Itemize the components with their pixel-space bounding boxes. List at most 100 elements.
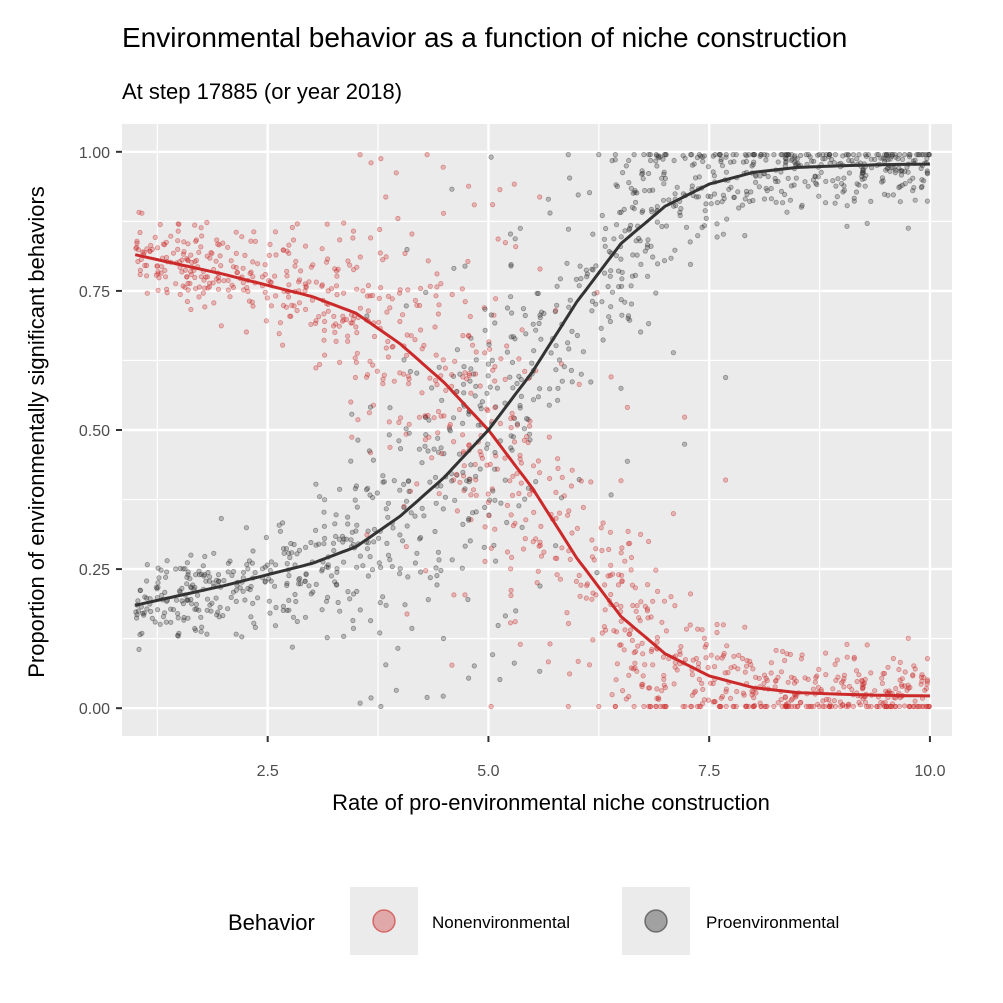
- point-proenvironmental: [204, 631, 210, 637]
- legend-key-nonenvironmental-bg: [350, 887, 418, 955]
- point-nonenvironmental: [484, 406, 490, 412]
- point-nonenvironmental: [241, 287, 247, 293]
- point-proenvironmental: [438, 483, 444, 489]
- point-proenvironmental: [405, 478, 411, 484]
- point-proenvironmental: [868, 198, 874, 204]
- point-nonenvironmental: [718, 695, 724, 701]
- point-proenvironmental: [325, 562, 331, 568]
- point-nonenvironmental: [333, 283, 340, 289]
- point-proenvironmental: [302, 578, 308, 584]
- point-nonenvironmental: [607, 572, 613, 579]
- point-nonenvironmental: [248, 269, 254, 275]
- point-proenvironmental: [765, 173, 771, 180]
- point-proenvironmental: [593, 263, 599, 269]
- point-proenvironmental: [826, 154, 832, 160]
- point-proenvironmental: [621, 206, 627, 212]
- point-proenvironmental: [247, 586, 253, 593]
- point-proenvironmental: [482, 306, 488, 312]
- point-proenvironmental: [395, 645, 401, 651]
- point-proenvironmental: [827, 152, 833, 158]
- point-nonenvironmental: [752, 674, 759, 680]
- point-nonenvironmental: [518, 480, 524, 486]
- point-nonenvironmental: [613, 677, 619, 683]
- point-proenvironmental: [486, 497, 493, 503]
- point-nonenvironmental: [460, 473, 467, 479]
- point-proenvironmental: [534, 290, 540, 296]
- point-proenvironmental: [240, 588, 246, 594]
- point-proenvironmental: [457, 371, 463, 377]
- point-proenvironmental: [262, 578, 268, 584]
- point-nonenvironmental: [185, 287, 191, 293]
- point-nonenvironmental: [583, 595, 589, 601]
- point-proenvironmental: [520, 305, 527, 312]
- point-nonenvironmental: [352, 355, 358, 361]
- point-nonenvironmental: [859, 677, 865, 683]
- point-proenvironmental: [689, 162, 696, 168]
- point-proenvironmental: [880, 155, 886, 161]
- point-proenvironmental: [193, 627, 199, 633]
- point-nonenvironmental: [262, 262, 268, 268]
- point-proenvironmental: [280, 607, 286, 614]
- point-proenvironmental: [640, 176, 646, 182]
- point-nonenvironmental: [202, 285, 208, 291]
- point-nonenvironmental: [482, 350, 488, 356]
- point-proenvironmental: [899, 168, 905, 174]
- point-proenvironmental: [893, 167, 899, 173]
- point-nonenvironmental: [454, 389, 460, 395]
- point-nonenvironmental: [826, 703, 832, 710]
- point-proenvironmental: [343, 536, 350, 542]
- point-nonenvironmental: [815, 701, 821, 707]
- point-proenvironmental: [441, 450, 447, 457]
- point-nonenvironmental: [203, 274, 209, 280]
- point-proenvironmental: [489, 652, 496, 658]
- point-proenvironmental: [210, 580, 216, 586]
- point-proenvironmental: [546, 386, 553, 392]
- point-proenvironmental: [344, 514, 351, 520]
- point-proenvironmental: [747, 198, 753, 204]
- point-nonenvironmental: [566, 671, 573, 677]
- point-proenvironmental: [606, 314, 612, 320]
- point-nonenvironmental: [316, 361, 323, 368]
- point-nonenvironmental: [698, 703, 704, 710]
- point-proenvironmental: [589, 308, 595, 314]
- point-proenvironmental: [220, 612, 226, 619]
- point-proenvironmental: [291, 541, 297, 548]
- point-nonenvironmental: [641, 703, 647, 710]
- point-proenvironmental: [216, 578, 222, 584]
- point-nonenvironmental: [137, 229, 143, 236]
- point-proenvironmental: [319, 566, 325, 572]
- point-nonenvironmental: [514, 422, 521, 428]
- point-nonenvironmental: [589, 596, 595, 602]
- point-nonenvironmental: [489, 486, 495, 492]
- point-nonenvironmental: [334, 291, 340, 298]
- point-nonenvironmental: [663, 703, 669, 710]
- point-proenvironmental: [846, 157, 852, 164]
- point-proenvironmental: [731, 159, 737, 165]
- point-proenvironmental: [489, 357, 495, 363]
- point-proenvironmental: [352, 485, 358, 492]
- point-proenvironmental: [631, 206, 637, 212]
- point-nonenvironmental: [565, 620, 572, 627]
- point-nonenvironmental: [840, 702, 846, 709]
- point-proenvironmental: [596, 152, 602, 158]
- point-nonenvironmental: [924, 677, 931, 683]
- point-nonenvironmental: [805, 703, 812, 710]
- point-proenvironmental: [625, 313, 632, 319]
- point-nonenvironmental: [536, 543, 542, 549]
- point-nonenvironmental: [566, 508, 572, 514]
- point-proenvironmental: [887, 168, 893, 174]
- point-proenvironmental: [352, 497, 358, 503]
- point-proenvironmental: [739, 202, 746, 208]
- point-proenvironmental: [833, 183, 839, 189]
- point-nonenvironmental: [440, 210, 447, 216]
- point-proenvironmental: [872, 156, 878, 162]
- point-proenvironmental: [432, 474, 439, 480]
- point-nonenvironmental: [880, 700, 886, 707]
- point-proenvironmental: [215, 609, 221, 615]
- point-nonenvironmental: [624, 404, 631, 410]
- point-proenvironmental: [743, 158, 750, 165]
- point-proenvironmental: [173, 566, 179, 572]
- point-proenvironmental: [843, 152, 849, 158]
- point-nonenvironmental: [789, 696, 796, 702]
